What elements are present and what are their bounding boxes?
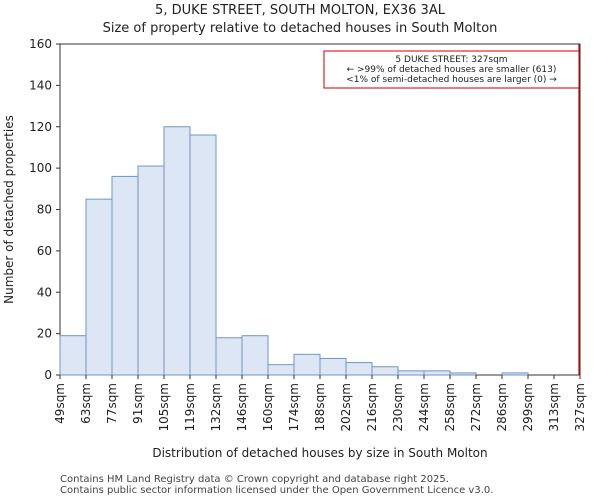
bar-244sqm [423, 370, 451, 376]
y-tick-label: 160 [29, 37, 52, 51]
bar-49sqm [59, 335, 87, 376]
x-tick-label: 63sqm [79, 383, 93, 424]
bar-258sqm [449, 372, 477, 376]
bar-230sqm [397, 370, 425, 376]
x-tick-label: 119sqm [183, 383, 197, 431]
bar-105sqm [163, 126, 191, 376]
x-tick-label: 132sqm [209, 383, 223, 431]
x-tick-label: 77sqm [105, 383, 119, 424]
x-tick-label: 230sqm [391, 383, 405, 431]
x-tick-label: 91sqm [131, 383, 145, 424]
y-tick-label: 60 [37, 244, 52, 258]
x-tick-label: 174sqm [287, 383, 301, 431]
bar-160sqm [267, 364, 295, 376]
x-tick-label: 49sqm [53, 383, 67, 424]
y-tick-label: 40 [37, 285, 52, 299]
x-tick-label: 216sqm [365, 383, 379, 431]
x-tick-label: 286sqm [495, 383, 509, 431]
footer-line-1: Contains HM Land Registry data © Crown c… [60, 474, 449, 485]
bar-216sqm [371, 366, 399, 376]
x-tick-label: 105sqm [157, 383, 171, 431]
x-tick-label: 313sqm [547, 383, 561, 431]
annotation-line-1: 5 DUKE STREET: 327sqm [395, 55, 507, 65]
x-tick-label: 146sqm [235, 383, 249, 431]
y-tick-label: 120 [29, 120, 52, 134]
bar-119sqm [189, 134, 217, 376]
annotation-line-3: <1% of semi-detached houses are larger (… [346, 75, 557, 85]
x-axis: 49sqm 63sqm 77sqm 91sqm 105sqm 119sqm 132sqm 14… [53, 375, 587, 431]
x-tick-label: 244sqm [417, 383, 431, 431]
bar-91sqm [137, 165, 165, 376]
y-tick-label: 0 [44, 368, 52, 382]
y-tick-label: 80 [37, 203, 52, 217]
bar-188sqm [319, 357, 347, 376]
x-axis-label: Distribution of detached houses by size … [152, 446, 487, 460]
y-tick-label: 20 [37, 327, 52, 341]
bar-63sqm [85, 198, 113, 376]
y-tick-label: 140 [29, 78, 52, 92]
bar-77sqm [111, 175, 139, 376]
y-axis-label: Number of detached properties [2, 115, 16, 304]
x-tick-label: 272sqm [469, 383, 483, 431]
bar-286sqm [501, 372, 529, 376]
annotation-box [323, 50, 580, 89]
chart-title: 5, DUKE STREET, SOUTH MOLTON, EX36 3AL [155, 3, 445, 18]
bar-202sqm [345, 362, 373, 376]
footer-line-2: Contains public sector information licen… [60, 485, 494, 496]
x-tick-label: 188sqm [313, 383, 327, 431]
x-tick-label: 202sqm [339, 383, 353, 431]
x-tick-label: 299sqm [521, 383, 535, 431]
bar-132sqm [215, 337, 243, 376]
annotation-line-2: ← >99% of detached houses are smaller (6… [347, 65, 557, 75]
bars-group [59, 126, 529, 376]
y-tick-label: 100 [29, 161, 52, 175]
x-tick-label: 258sqm [443, 383, 457, 431]
x-tick-label: 160sqm [261, 383, 275, 431]
x-tick-label: 327sqm [573, 383, 587, 431]
bar-174sqm [293, 353, 321, 376]
y-axis: 0 20 40 60 80 100 120 140 160 [29, 37, 60, 382]
chart-subtitle: Size of property relative to detached ho… [102, 21, 498, 36]
bar-146sqm [241, 335, 269, 376]
